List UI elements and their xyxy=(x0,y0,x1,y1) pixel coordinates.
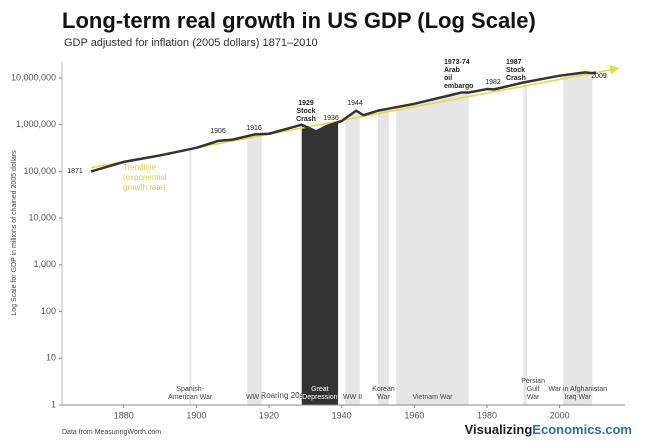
trend-label: Trendline xyxy=(123,163,157,172)
annotation: 1982 xyxy=(485,79,501,86)
event-label: War xyxy=(377,394,390,401)
event-label: Persian xyxy=(521,378,545,385)
x-tick-label: 1900 xyxy=(186,410,206,420)
annotation: Crash xyxy=(296,116,316,123)
chart-subtitle: GDP adjusted for inflation (2005 dollars… xyxy=(64,37,318,49)
y-tick-label: 10 xyxy=(46,353,56,363)
event-shade xyxy=(301,122,339,406)
brand-part: Economics.com xyxy=(532,422,632,437)
event-label: War in Afghanistan xyxy=(549,386,608,393)
brand: VisualizingEconomics.com xyxy=(465,422,632,437)
event-shade xyxy=(563,72,593,406)
event-label: Iraq War xyxy=(564,394,591,401)
annotation: oil xyxy=(444,75,452,82)
event-shade xyxy=(396,92,469,405)
event-label: Spanish- xyxy=(176,386,204,393)
annotation: Stock xyxy=(506,67,525,74)
annotation: 1929 xyxy=(298,100,314,107)
event-label: WW II xyxy=(343,394,362,401)
brand-part: Visualizing xyxy=(465,422,533,437)
event-label: WW I xyxy=(246,394,263,401)
y-axis-label: Log Scale for GDP in millions of chained… xyxy=(11,150,18,316)
x-tick-label: 1940 xyxy=(332,410,352,420)
event-shade xyxy=(378,108,389,405)
event-shade xyxy=(247,134,262,405)
y-tick-label: 1,000,000 xyxy=(16,119,56,129)
x-tick-label: 2000 xyxy=(550,410,570,420)
event-label: American War xyxy=(168,394,213,401)
annotation: 1987 xyxy=(506,59,522,66)
x-tick-label: 1980 xyxy=(477,410,497,420)
event-shade xyxy=(345,110,360,406)
trend-label: (exponential xyxy=(123,173,167,182)
annotation: 1936 xyxy=(323,115,339,122)
y-tick-label: 100,000 xyxy=(23,166,56,176)
event-label: War xyxy=(527,394,540,401)
annotation: 1871 xyxy=(67,168,83,175)
x-tick-label: 1880 xyxy=(114,410,134,420)
annotation: 1916 xyxy=(246,125,262,132)
y-tick-label: 1 xyxy=(51,399,56,409)
y-tick-label: 10,000 xyxy=(28,213,56,223)
event-label: Gulf xyxy=(527,386,540,393)
gdp-line xyxy=(90,71,597,173)
event-label: Depression xyxy=(302,394,338,401)
x-tick-label: 1960 xyxy=(404,410,424,420)
event-label: Great xyxy=(311,386,329,393)
source: Data from MeasuringWorth.com xyxy=(62,429,161,436)
annotation: Crash xyxy=(506,75,526,82)
y-tick-label: 100 xyxy=(41,306,56,316)
event-shade xyxy=(189,148,192,405)
y-tick-label: 10,000,000 xyxy=(11,72,56,82)
event-shade xyxy=(523,81,527,406)
event-label: Vietnam War xyxy=(412,394,453,401)
annotation: Stock xyxy=(296,108,315,115)
annotation: 1944 xyxy=(347,100,363,107)
x-tick-label: 1920 xyxy=(259,410,279,420)
event-label: Korean xyxy=(372,386,395,393)
y-tick-label: 1,000 xyxy=(33,259,56,269)
annotation: 1906 xyxy=(210,128,226,135)
period-label: Roaring 20s xyxy=(260,391,303,400)
annotation: Arab xyxy=(444,67,460,74)
annotation: embargo xyxy=(444,83,474,90)
trend-label: growth rate) xyxy=(123,183,166,192)
annotation: 2009 xyxy=(591,73,607,80)
annotation: 1973-74 xyxy=(444,59,470,66)
chart-title: Long-term real growth in US GDP (Log Sca… xyxy=(62,8,536,33)
